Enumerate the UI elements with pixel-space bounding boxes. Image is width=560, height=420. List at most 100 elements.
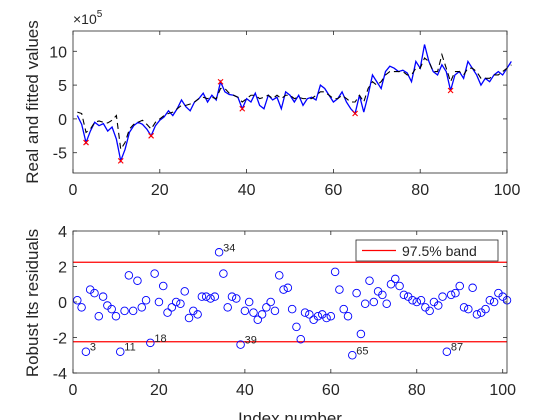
residual-point — [150, 269, 159, 278]
residual-point — [244, 297, 254, 307]
residual-point — [438, 292, 447, 301]
residual-point — [459, 303, 469, 312]
residual-point — [249, 308, 258, 317]
residual-point — [180, 287, 189, 296]
residual-point — [210, 292, 220, 301]
residual-point — [201, 292, 211, 301]
residual-point — [330, 267, 340, 277]
residual-point — [313, 311, 323, 321]
legend-box — [355, 239, 499, 262]
residual-point — [137, 303, 147, 312]
residual-point-label: 18 — [154, 333, 166, 345]
bottom-ytick-label: 0 — [58, 295, 67, 312]
residual-point — [219, 269, 228, 278]
residual-point — [335, 285, 344, 294]
bottom-xtick-label: 60 — [322, 382, 340, 399]
residual-point — [77, 303, 86, 312]
residual-point — [253, 315, 263, 325]
residual-point — [433, 301, 443, 310]
residual-point — [154, 297, 164, 307]
outlier-marker — [352, 110, 358, 117]
residual-point — [468, 283, 477, 293]
residual-point — [163, 308, 172, 317]
residual-point-label: 39 — [245, 335, 257, 347]
top-y-multiplier-exp: 5 — [97, 9, 103, 20]
residual-point — [464, 304, 473, 314]
bottom-xtick-label: 100 — [489, 382, 516, 399]
residual-point — [236, 340, 245, 349]
outlier-marker — [83, 139, 89, 146]
bottom-ticks: 0 20 40 60 80 100 -4 -2 0 2 4 — [53, 224, 516, 399]
residual-point-label: 87 — [451, 342, 463, 354]
top-ticks: 0 20 40 60 80 100 -5 0 5 10 — [49, 31, 520, 199]
residual-point — [382, 299, 391, 309]
residual-point — [356, 329, 366, 339]
residual-point — [322, 313, 331, 323]
residual-point — [81, 347, 91, 356]
residual-point — [305, 310, 314, 319]
residual-point-label: 65 — [356, 345, 368, 357]
outlier-marker — [148, 132, 155, 139]
residual-point — [116, 347, 125, 356]
residual-point — [232, 294, 241, 303]
residual-point — [107, 304, 116, 314]
residual-point — [378, 290, 387, 300]
residual-point — [197, 292, 207, 301]
residual-point — [292, 322, 301, 332]
residual-point — [352, 288, 361, 298]
outlier-marker — [117, 157, 124, 164]
residual-point — [240, 306, 250, 316]
bottom-xlabel: Index number — [238, 409, 342, 420]
outlier-marker-stroke — [217, 78, 224, 85]
top-ytick-label: -5 — [53, 146, 67, 163]
bottom-ytick-label: 4 — [58, 224, 67, 241]
residual-point — [408, 295, 417, 305]
residual-point — [275, 271, 284, 280]
residual-point — [412, 297, 422, 307]
residual-point — [193, 310, 202, 319]
residual-point — [124, 271, 134, 280]
residual-point — [365, 276, 374, 285]
bottom-xtick-label: 0 — [69, 382, 78, 399]
residual-point — [481, 304, 490, 314]
residual-point — [167, 303, 177, 312]
legend-label: 97.5% band — [402, 243, 477, 259]
residual-point — [206, 294, 215, 303]
residual-point — [391, 274, 400, 284]
outlier-marker-stroke — [117, 157, 124, 164]
residual-point — [485, 295, 495, 305]
top-ytick-label: 5 — [58, 78, 67, 95]
residual-point — [279, 285, 288, 294]
residual-point — [214, 248, 224, 257]
residual-point — [425, 306, 434, 316]
top-ytick-label: 10 — [49, 44, 67, 61]
residual-point — [326, 311, 336, 321]
residual-point — [446, 290, 456, 300]
top-y-multiplier: ×105 — [73, 9, 103, 27]
top-xtick-label: 20 — [151, 182, 169, 199]
top-axes: ×105 Real and fitted values 0 20 40 60 80 100… — [23, 9, 520, 199]
residual-point — [128, 306, 138, 316]
outlier-marker-stroke — [239, 105, 246, 112]
residual-point — [472, 310, 482, 319]
residual-point — [120, 306, 129, 316]
bottom-plot-area: 3 11 18 34 39 65 87 — [73, 242, 512, 360]
bottom-axes-box — [72, 230, 508, 374]
residual-point — [257, 310, 267, 319]
residual-point — [360, 299, 370, 309]
top-xtick-label: 0 — [69, 182, 78, 199]
real-values-line — [76, 44, 512, 164]
residual-point — [141, 295, 151, 305]
fitted-values-line — [77, 52, 512, 151]
residual-point — [73, 295, 82, 305]
residual-point — [416, 295, 426, 305]
residual-point — [266, 297, 275, 307]
residual-point — [227, 292, 237, 301]
residual-point — [300, 308, 310, 317]
residual-point — [296, 335, 305, 344]
residual-point — [223, 303, 232, 312]
residual-point — [343, 311, 353, 321]
residual-point — [262, 303, 271, 312]
residual-point-label: 11 — [124, 342, 135, 354]
